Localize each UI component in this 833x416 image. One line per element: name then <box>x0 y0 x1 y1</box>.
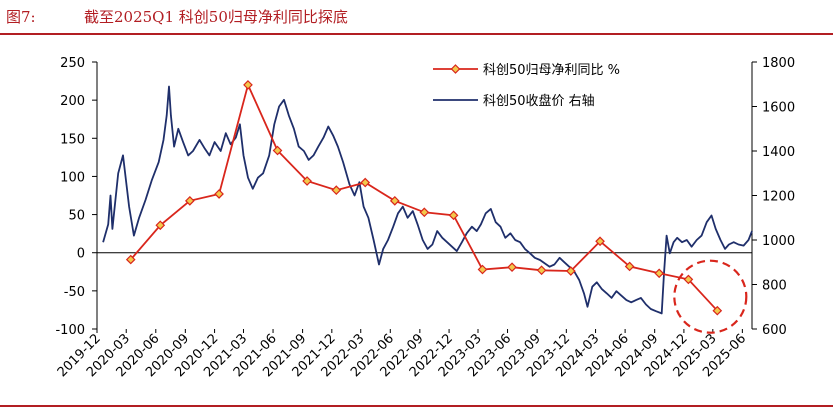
profit-point <box>214 189 224 199</box>
figure-label: 图7: <box>6 8 36 26</box>
legend-profit-marker <box>450 64 461 74</box>
index-series-group <box>102 85 753 315</box>
profit-point <box>712 305 723 316</box>
profit-point <box>302 176 312 186</box>
legend-index-label: 科创50收盘价 右轴 <box>483 93 595 109</box>
profit-point <box>477 264 488 275</box>
profit-point <box>507 262 517 273</box>
page-title: 截至2025Q1 科创50归母净利同比探底 <box>84 8 348 26</box>
y-right-tick-label: 1200 <box>762 190 795 205</box>
profit-point <box>360 177 371 188</box>
footer-divider <box>0 405 833 407</box>
profit-point <box>683 274 694 285</box>
chart-header: 图7: 截至2025Q1 科创50归母净利同比探底 <box>0 0 833 40</box>
profit-point <box>331 185 342 196</box>
profit-point <box>184 195 195 206</box>
profit-point <box>419 207 430 218</box>
y-right-tick-label: 1800 <box>762 56 795 71</box>
profit-point <box>243 80 253 90</box>
profit-point <box>595 236 605 247</box>
profit-point <box>565 266 576 276</box>
profit-point <box>125 254 136 265</box>
y-left-tick-label: -50 <box>64 285 85 300</box>
profit-point <box>272 145 283 156</box>
profit-point <box>389 195 400 206</box>
index-series-line <box>102 85 753 315</box>
profit-point <box>448 210 459 221</box>
legend: 科创50归母净利同比 % 科创50收盘价 右轴 <box>433 63 620 109</box>
profit-point <box>654 268 665 279</box>
axes-group: -100 -50 0 50 100 150 200 250 600 800 1000 1200 1400… <box>55 56 795 380</box>
profit-point <box>155 220 166 231</box>
y-left-tick-label: 200 <box>60 94 85 109</box>
annotation-group <box>673 259 748 334</box>
y-left-tick-label: 150 <box>60 132 85 147</box>
header-divider <box>0 33 833 35</box>
y-right-tick-label: 1000 <box>762 234 795 249</box>
y-left-tick-label: 0 <box>77 247 85 262</box>
profit-point <box>536 265 547 276</box>
y-left-tick-label: -100 <box>55 323 85 338</box>
y-right-tick-label: 1600 <box>762 101 795 116</box>
y-right-tick-label: 1400 <box>762 145 795 160</box>
legend-profit-label: 科创50归母净利同比 % <box>483 63 620 78</box>
y-left-tick-label: 100 <box>60 170 85 185</box>
y-right-tick-label: 800 <box>762 279 787 294</box>
y-right-tick-label: 600 <box>762 323 787 338</box>
profit-series-group <box>125 80 723 316</box>
profit-point <box>624 261 635 272</box>
y-left-tick-label: 50 <box>68 209 85 224</box>
highlight-circle <box>673 259 748 334</box>
y-left-tick-label: 250 <box>60 56 85 71</box>
